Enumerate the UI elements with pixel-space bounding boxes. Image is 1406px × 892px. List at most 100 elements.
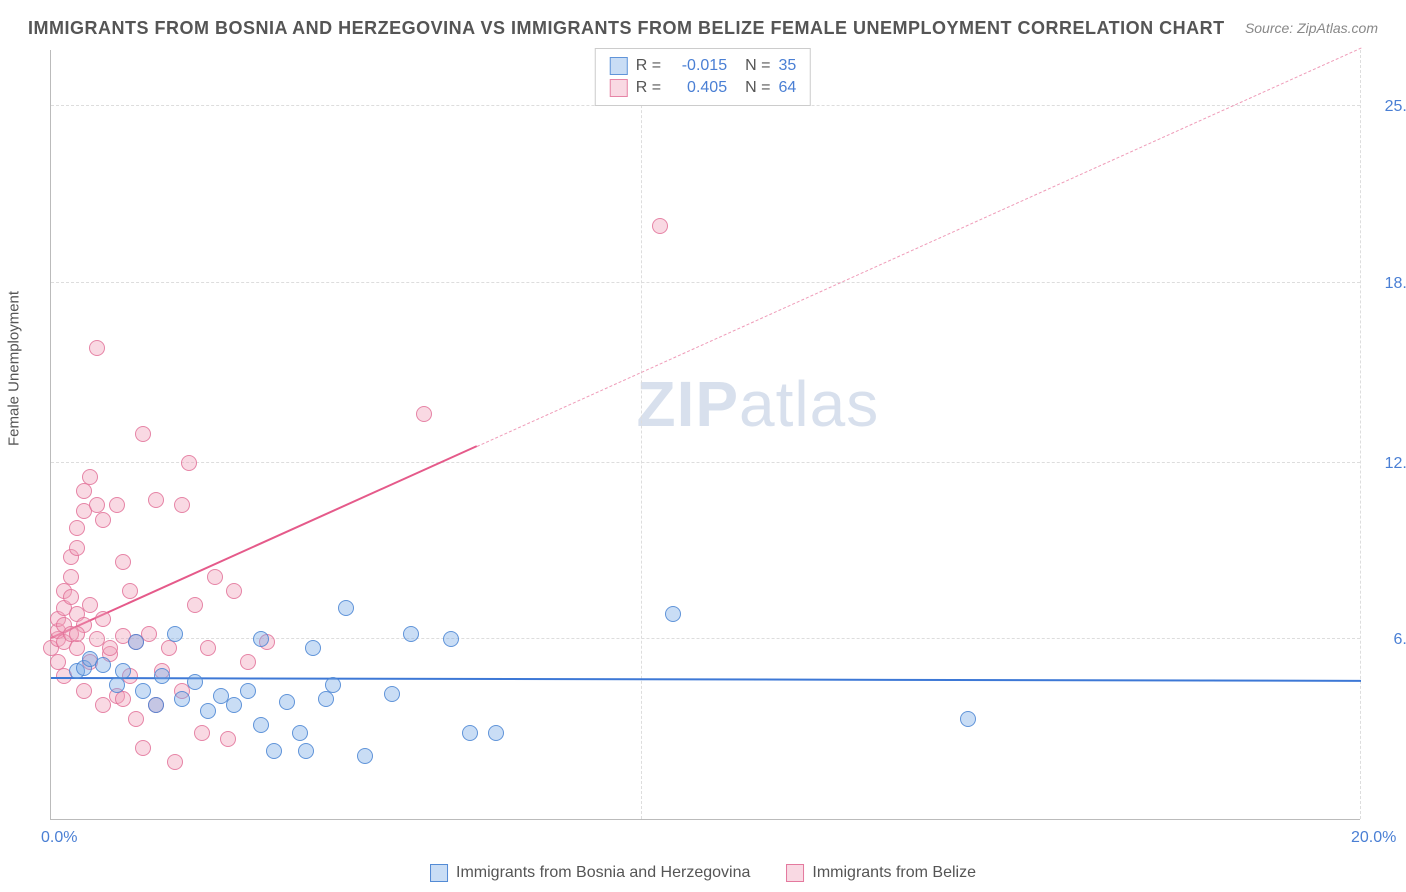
data-point [226,583,242,599]
data-point [279,694,295,710]
legend-item-pink: Immigrants from Belize [786,864,976,882]
n-label: N = [745,79,770,97]
r-label: R = [636,57,661,75]
data-point [194,725,210,741]
data-point [240,683,256,699]
n-value: 64 [778,79,796,97]
source-attribution: Source: ZipAtlas.com [1245,20,1378,36]
data-point [69,540,85,556]
data-point [115,691,131,707]
data-point [174,497,190,513]
ytick-label: 6.3% [1370,631,1406,649]
data-point [167,754,183,770]
data-point [135,426,151,442]
data-point [95,657,111,673]
chart-title: IMMIGRANTS FROM BOSNIA AND HERZEGOVINA V… [28,18,1225,39]
legend-swatch-icon [610,79,628,97]
data-point [266,743,282,759]
data-point [318,691,334,707]
r-label: R = [636,79,661,97]
gridline-y [51,638,1360,639]
data-point [161,640,177,656]
data-point [338,600,354,616]
data-point [220,731,236,747]
watermark: ZIPatlas [636,367,879,441]
legend-swatch-icon [610,57,628,75]
data-point [443,631,459,647]
data-point [174,691,190,707]
ytick-label: 25.0% [1370,98,1406,116]
legend-label-blue: Immigrants from Bosnia and Herzegovina [456,864,750,882]
gridline-x [1360,50,1361,819]
data-point [357,748,373,764]
data-point [128,711,144,727]
legend-label-pink: Immigrants from Belize [812,864,976,882]
trend-line [51,677,1361,682]
data-point [109,677,125,693]
data-point [253,631,269,647]
data-point [325,677,341,693]
n-value: 35 [778,57,796,75]
r-value: -0.015 [669,57,727,75]
data-point [200,640,216,656]
data-point [135,683,151,699]
xtick-label: 0.0% [41,829,77,847]
correlation-chart: IMMIGRANTS FROM BOSNIA AND HERZEGOVINA V… [0,0,1406,892]
data-point [76,483,92,499]
data-point [207,569,223,585]
data-point [63,569,79,585]
legend-swatch-pink [786,864,804,882]
legend-swatch-blue [430,864,448,882]
data-point [960,711,976,727]
data-point [305,640,321,656]
data-point [115,663,131,679]
data-point [76,683,92,699]
data-point [63,589,79,605]
data-point [181,455,197,471]
legend-stats-row: R = 0.405 N = 64 [610,77,796,99]
r-value: 0.405 [669,79,727,97]
data-point [69,640,85,656]
plot-area: ZIPatlas 6.3%12.5%18.8%25.0%0.0%20.0% [50,50,1360,820]
ytick-label: 12.5% [1370,455,1406,473]
data-point [187,674,203,690]
data-point [187,597,203,613]
data-point [462,725,478,741]
n-label: N = [745,57,770,75]
ytick-label: 18.8% [1370,275,1406,293]
data-point [135,740,151,756]
data-point [488,725,504,741]
data-point [122,583,138,599]
data-point [200,703,216,719]
gridline-y [51,282,1360,283]
data-point [292,725,308,741]
data-point [154,668,170,684]
data-point [148,697,164,713]
data-point [226,697,242,713]
data-point [82,469,98,485]
data-point [416,406,432,422]
gridline-y [51,462,1360,463]
trend-line [51,446,478,640]
data-point [148,492,164,508]
data-point [82,597,98,613]
legend-item-blue: Immigrants from Bosnia and Herzegovina [430,864,750,882]
data-point [115,554,131,570]
data-point [95,611,111,627]
data-point [665,606,681,622]
data-point [95,512,111,528]
correlation-legend: R = -0.015 N = 35 R = 0.405 N = 64 [595,48,811,106]
data-point [109,497,125,513]
gridline-x [641,50,642,819]
xtick-label: 20.0% [1351,829,1396,847]
y-axis-label: Female Unemployment [6,291,23,446]
data-point [403,626,419,642]
data-point [240,654,256,670]
data-point [102,640,118,656]
data-point [652,218,668,234]
data-point [89,340,105,356]
data-point [69,520,85,536]
legend-stats-row: R = -0.015 N = 35 [610,55,796,77]
data-point [69,626,85,642]
data-point [167,626,183,642]
